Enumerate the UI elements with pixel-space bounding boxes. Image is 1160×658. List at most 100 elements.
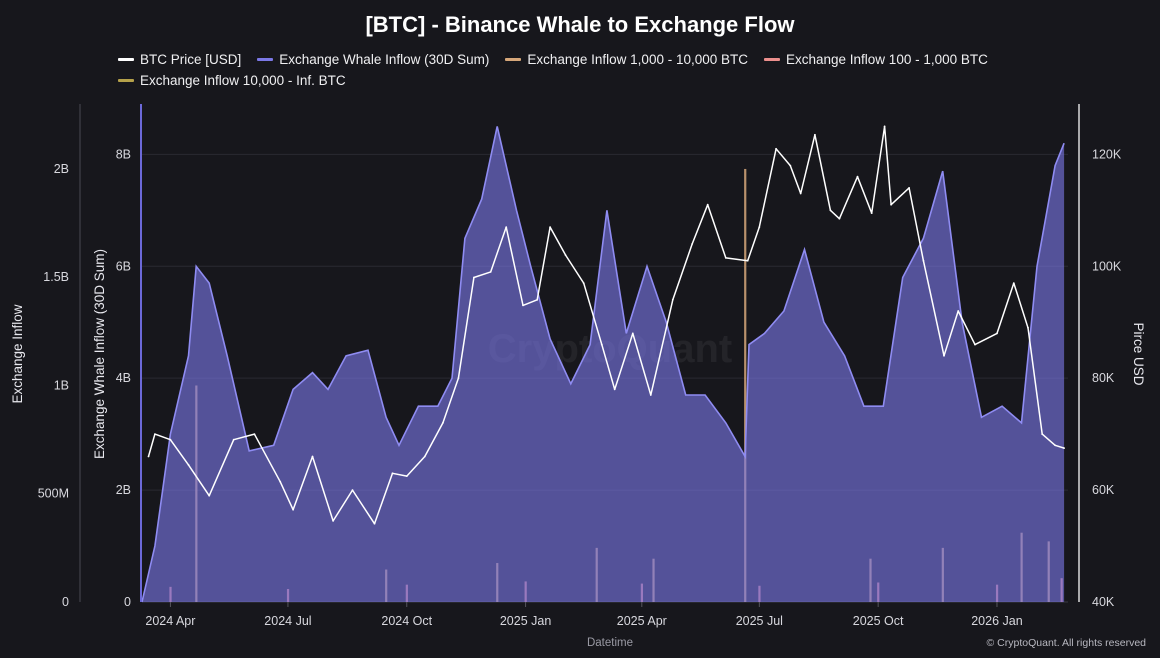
- y-tick-inflow-3: 1.5B: [43, 270, 69, 284]
- chart-title: [BTC] - Binance Whale to Exchange Flow: [365, 12, 795, 37]
- axis-layer: 0 500M 1B 1.5B 2B 0 2B 4B 6B 8B 40K 60K 80K 100K 120K 2…: [38, 104, 1122, 628]
- y-tick-whale-4: 8B: [116, 147, 131, 161]
- btc-price-point-4: [208, 494, 211, 497]
- btc-price-point-27: [613, 388, 616, 391]
- y-tick-price-3: 100K: [1092, 259, 1122, 273]
- legend-swatch-inflow-1000-10000: [505, 58, 522, 61]
- btc-price-point-50: [974, 343, 976, 346]
- legend-label-btc-price: BTC Price [USD]: [140, 52, 242, 67]
- btc-price-point-11: [351, 489, 354, 491]
- btc-price-point-12: [373, 522, 376, 525]
- legend-swatch-whale-inflow: [257, 58, 274, 61]
- legend-label-whale-inflow: Exchange Whale Inflow (30D Sum): [279, 52, 490, 67]
- legend-swatch-btc-price: [118, 58, 134, 61]
- x-tick-1: 2024 Jul: [264, 614, 311, 628]
- y-tick-whale-3: 6B: [116, 259, 131, 273]
- x-tick-4: 2025 Apr: [617, 614, 667, 628]
- x-tick-2: 2024 Oct: [381, 614, 432, 628]
- x-axis-title: Datetime: [587, 637, 633, 649]
- btc-price-point-30: [671, 298, 674, 301]
- y-tick-inflow-1: 500M: [38, 487, 69, 501]
- whale-area-layer: [141, 126, 1065, 603]
- btc-price-point-26: [600, 343, 603, 346]
- btc-price-point-28: [631, 332, 634, 335]
- btc-price-point-19: [489, 271, 492, 273]
- legend-item-whale-inflow[interactable]: Exchange Whale Inflow (30D Sum): [257, 52, 489, 67]
- btc-price-point-2: [169, 438, 172, 441]
- btc-price-point-17: [457, 377, 460, 380]
- legend-label-inflow-1000-10000: Exchange Inflow 1,000 - 10,000 BTC: [527, 52, 748, 67]
- price-line-layer: [147, 125, 1065, 525]
- btc-price-point-14: [405, 475, 408, 477]
- x-tick-6: 2025 Oct: [853, 614, 904, 628]
- btc-price-point-24: [564, 254, 567, 256]
- btc-price-point-49: [957, 310, 960, 312]
- btc-price-point-18: [473, 276, 475, 279]
- chart-legend: BTC Price [USD] Exchange Whale Inflow (3…: [118, 52, 1058, 88]
- x-tick-3: 2025 Jan: [500, 614, 551, 628]
- btc-price-point-13: [391, 472, 394, 475]
- y-tick-inflow-0: 0: [62, 595, 69, 609]
- btc-price-point-42: [856, 175, 859, 178]
- bar-inflow-1000-10000-5: [744, 168, 747, 602]
- btc-price-point-7: [279, 480, 282, 483]
- btc-price-point-46: [908, 187, 910, 189]
- btc-price-point-1: [154, 433, 156, 435]
- legend-swatch-inflow-10000-inf: [118, 79, 134, 82]
- btc-price-point-32: [706, 203, 709, 206]
- legend-item-inflow-100-1000[interactable]: Exchange Inflow 100 - 1,000 BTC: [764, 52, 988, 67]
- whale-inflow-line: [141, 126, 1065, 603]
- legend-swatch-inflow-100-1000: [764, 58, 780, 61]
- btc-price-point-55: [1054, 444, 1056, 447]
- btc-price-point-20: [505, 226, 508, 229]
- y-tick-whale-0: 0: [124, 595, 131, 609]
- legend-item-inflow-1000-10000[interactable]: Exchange Inflow 1,000 - 10,000 BTC: [505, 52, 748, 67]
- btc-price-point-3: [187, 464, 190, 466]
- y-tick-inflow-4: 2B: [54, 162, 69, 176]
- btc-price-point-47: [922, 259, 925, 262]
- btc-price-point-37: [789, 164, 792, 167]
- btc-price-point-48: [943, 354, 945, 357]
- y-tick-price-2: 80K: [1092, 371, 1115, 385]
- btc-price-point-29: [649, 394, 652, 396]
- y-tick-price-0: 40K: [1092, 595, 1115, 609]
- btc-price-point-6: [253, 433, 256, 435]
- btc-price-point-8: [292, 508, 294, 511]
- x-tick-7: 2026 Jan: [971, 614, 1022, 628]
- btc-price-point-0: [147, 455, 150, 458]
- btc-price-point-22: [536, 298, 539, 301]
- x-tick-5: 2025 Jul: [736, 614, 783, 628]
- btc-price-point-23: [549, 226, 551, 229]
- y-tick-whale-2: 4B: [116, 371, 131, 385]
- btc-price-point-9: [311, 455, 314, 458]
- y-tick-price-1: 60K: [1092, 483, 1115, 497]
- btc-price-point-40: [829, 209, 832, 212]
- btc-price-point-44: [883, 125, 886, 128]
- legend-item-btc-price[interactable]: BTC Price [USD]: [118, 52, 241, 67]
- btc-price-point-41: [838, 217, 841, 220]
- y-axis-title-price: Pirce USD: [1131, 322, 1146, 385]
- btc-price-point-54: [1041, 433, 1044, 435]
- y-tick-price-4: 120K: [1092, 147, 1122, 161]
- btc-price-point-56: [1063, 447, 1065, 449]
- y-axis-title-whale: Exchange Whale Inflow (30D Sum): [92, 249, 107, 459]
- whale-inflow-area: [142, 126, 1065, 603]
- btc-price-point-25: [582, 282, 585, 284]
- legend-item-inflow-10000-inf[interactable]: Exchange Inflow 10,000 - Inf. BTC: [118, 73, 346, 88]
- btc-price-point-34: [746, 259, 749, 262]
- btc-price-point-35: [758, 226, 761, 229]
- btc-price-point-52: [1012, 282, 1015, 284]
- btc-price-point-53: [1027, 326, 1029, 329]
- legend-label-inflow-100-1000: Exchange Inflow 100 - 1,000 BTC: [786, 52, 988, 67]
- btc-price-point-33: [724, 257, 727, 259]
- btc-price-point-36: [775, 147, 777, 150]
- btc-price-point-31: [691, 243, 694, 245]
- btc-price-point-5: [232, 438, 235, 441]
- x-tick-0: 2024 Apr: [145, 614, 195, 628]
- btc-price-point-16: [442, 422, 444, 424]
- btc-price-point-45: [890, 203, 892, 206]
- btc-price-point-38: [799, 192, 802, 195]
- y-axis-title-inflow: Exchange Inflow: [10, 304, 25, 403]
- btc-price-point-43: [870, 212, 873, 215]
